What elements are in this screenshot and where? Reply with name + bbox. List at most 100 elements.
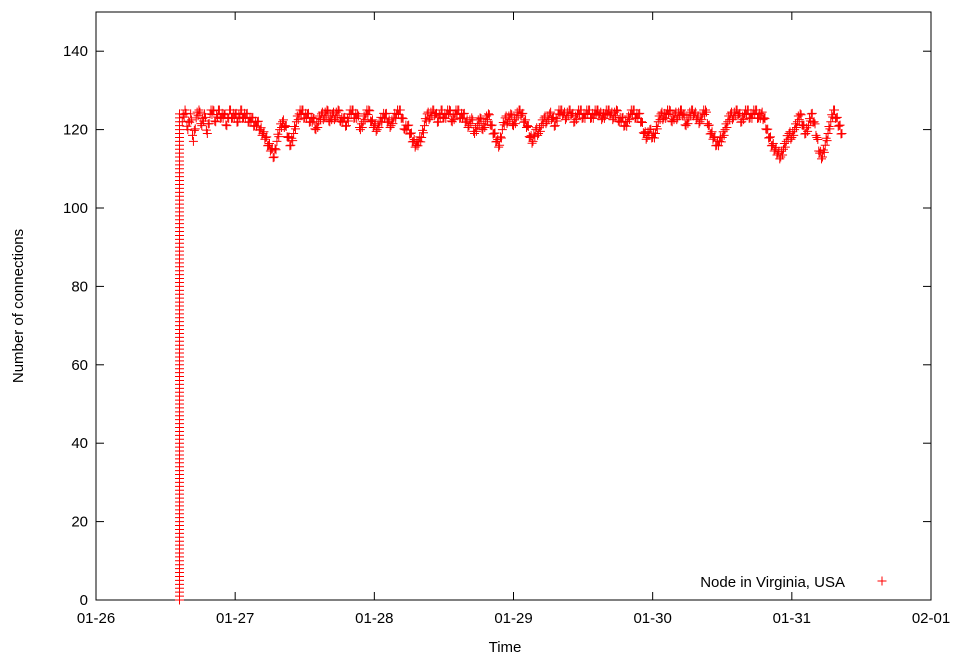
data-point: [535, 126, 545, 136]
data-point: [191, 113, 201, 123]
data-point: [252, 117, 262, 127]
data-point: [232, 117, 242, 127]
x-tick-label: 01-26: [77, 610, 115, 627]
data-point: [188, 136, 198, 146]
data-point: [204, 119, 214, 129]
data-point: [570, 117, 580, 127]
data-point: [707, 127, 717, 137]
data-point: [833, 121, 843, 131]
data-point: [432, 117, 442, 127]
data-point: [547, 115, 557, 125]
data-point: [653, 117, 663, 127]
data-point: [291, 117, 301, 127]
data-point: [419, 128, 429, 138]
data-point: [287, 133, 297, 143]
data-point: [791, 123, 801, 133]
x-tick-label: 01-31: [773, 610, 811, 627]
data-point: [487, 120, 497, 130]
data-point: [449, 115, 459, 125]
data-point: [177, 117, 187, 127]
data-point: [330, 113, 340, 123]
data-point: [521, 115, 531, 125]
data-point: [417, 132, 427, 142]
data-point: [307, 117, 317, 127]
data-point: [283, 132, 293, 142]
data-point: [831, 113, 841, 123]
data-point: [387, 115, 397, 125]
data-point: [470, 129, 480, 139]
data-point: [425, 113, 435, 123]
data-point: [496, 133, 506, 143]
data-point: [649, 128, 659, 138]
data-point: [403, 121, 413, 131]
data-point: [621, 116, 631, 126]
data-point: [571, 111, 581, 121]
data-point: [380, 109, 390, 119]
data-point: [611, 111, 621, 121]
x-tick-label: 02-01: [912, 610, 950, 627]
data-point: [286, 140, 296, 150]
data-point: [222, 121, 232, 131]
data-point: [195, 107, 205, 117]
data-point: [183, 125, 193, 135]
axis-tick-labels: 0 20 40 60 80 100 120 140 01-26 01-27 01-28 01-29 01…: [63, 43, 950, 627]
data-point: [434, 110, 444, 120]
x-axis-title: Time: [489, 639, 522, 656]
data-point: [823, 129, 833, 139]
data-point: [466, 119, 476, 129]
data-point: [695, 117, 705, 127]
data-point: [804, 121, 814, 131]
data-point: [497, 125, 507, 135]
y-tick-label: 20: [71, 514, 88, 531]
data-point: [470, 123, 480, 133]
data-point: [187, 115, 197, 125]
data-point: [778, 144, 788, 154]
data-point: [609, 113, 619, 123]
data-point: [522, 121, 532, 131]
data-point: [552, 116, 562, 126]
data-point: [611, 105, 621, 115]
data-point: [818, 145, 828, 155]
data-point: [285, 141, 295, 151]
data-point: [622, 121, 632, 131]
data-point: [678, 109, 688, 119]
data-point: [181, 108, 191, 118]
data-point: [720, 125, 730, 135]
y-tick-label: 120: [63, 122, 88, 139]
data-point: [343, 116, 353, 126]
data-point: [701, 107, 711, 117]
data-point: [404, 120, 414, 130]
data-point: [635, 108, 645, 118]
data-point: [398, 114, 408, 124]
data-point: [527, 138, 537, 148]
y-tick-label: 40: [71, 435, 88, 452]
data-point: [760, 114, 770, 124]
data-point: [702, 119, 712, 129]
data-point: [261, 132, 271, 142]
data-point: [498, 118, 508, 128]
data-point: [444, 109, 454, 119]
data-point: [333, 105, 343, 115]
data-point: [650, 129, 660, 139]
data-point: [381, 108, 391, 118]
data-point: [357, 123, 367, 133]
data-point: [825, 124, 835, 134]
data-point: [386, 121, 396, 131]
data-point: [796, 110, 806, 120]
data-point: [416, 137, 426, 147]
data-point: [290, 121, 300, 131]
data-point: [721, 119, 731, 129]
data-point: [667, 117, 677, 127]
data-point: [489, 129, 499, 139]
data-point: [510, 119, 520, 129]
data-point: [483, 109, 493, 119]
data-point: [835, 120, 845, 130]
x-tick-label: 01-27: [216, 610, 254, 627]
data-point: [700, 109, 710, 119]
data-point: [703, 121, 713, 131]
x-tick-label: 01-29: [494, 610, 532, 627]
data-point: [352, 113, 362, 123]
data-point: [506, 109, 516, 119]
data-point: [808, 117, 818, 127]
